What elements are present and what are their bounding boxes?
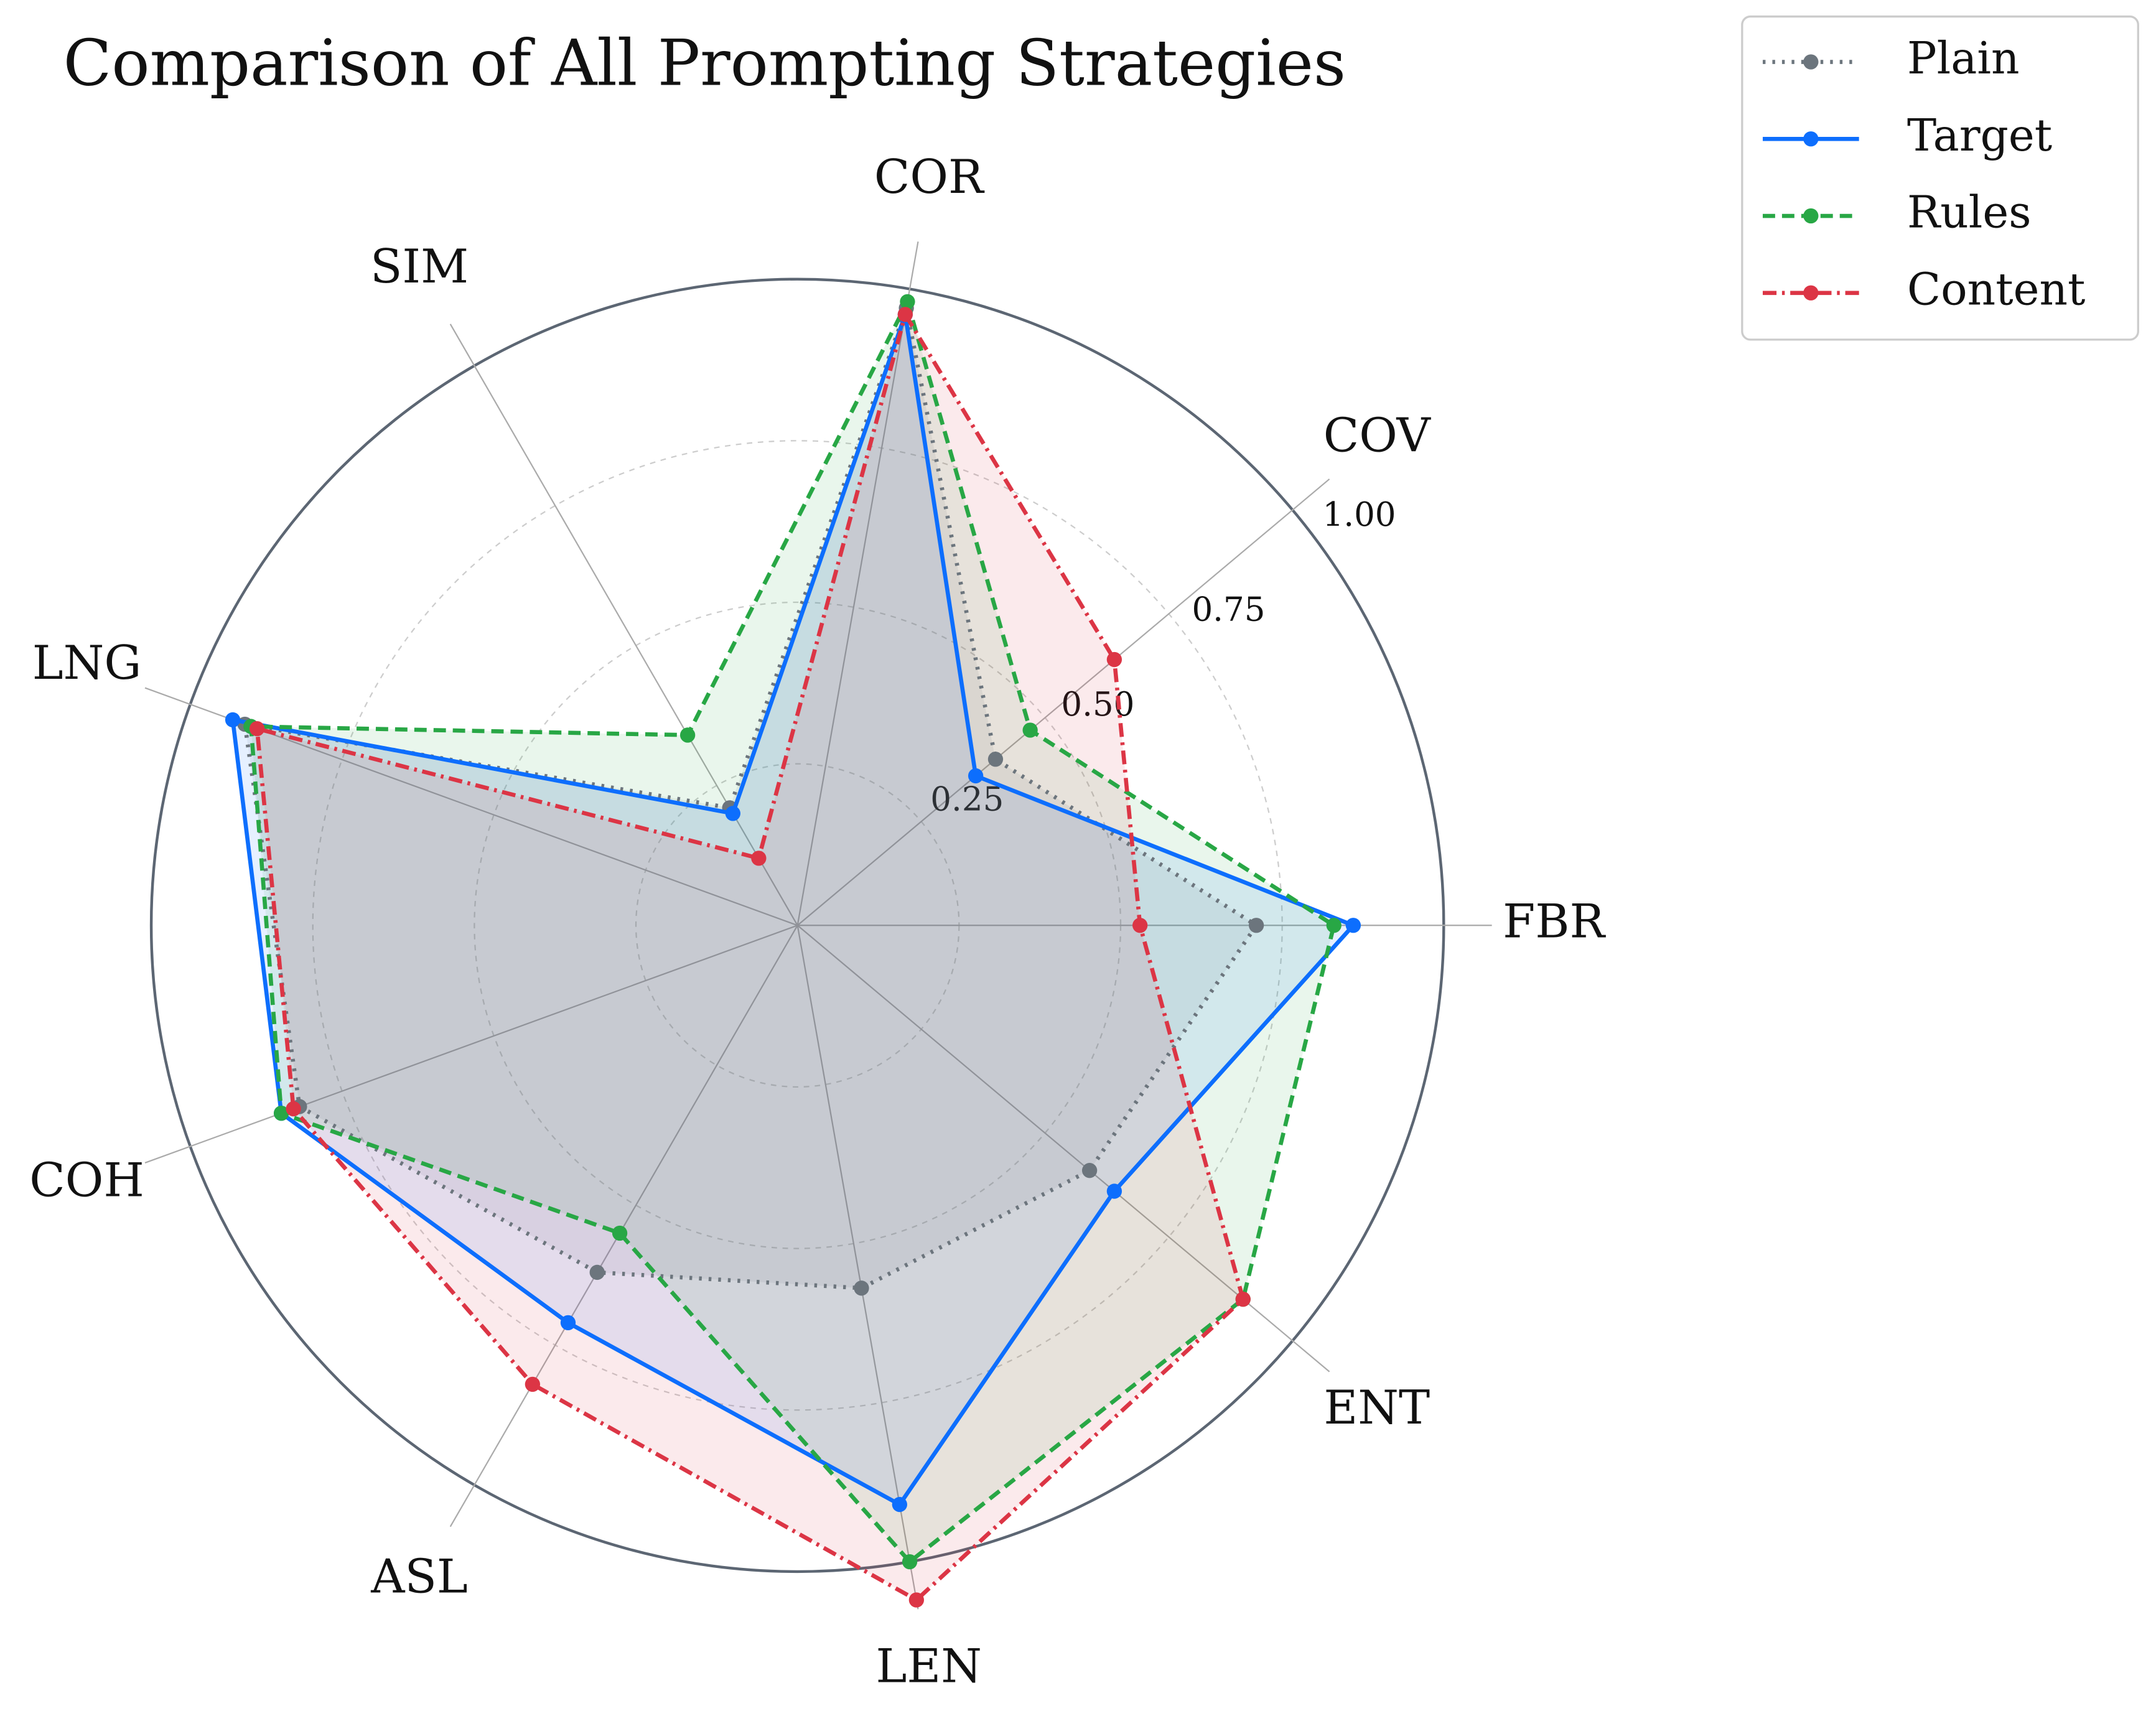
point [892, 1496, 907, 1513]
point [1345, 918, 1361, 933]
series-fill [257, 314, 1243, 1600]
legend-marker [1803, 54, 1819, 70]
point [249, 720, 265, 737]
point [225, 712, 241, 728]
series-line [230, 314, 1357, 1508]
legend-label: Target [1907, 110, 2052, 161]
category-label: COH [29, 1152, 144, 1207]
point [612, 1225, 628, 1241]
point [902, 1554, 918, 1570]
point [1106, 1183, 1122, 1199]
category-label: ASL [370, 1549, 468, 1603]
point [1248, 918, 1264, 933]
category-label: LEN [876, 1639, 982, 1694]
point [1235, 1291, 1251, 1307]
point [725, 806, 740, 821]
point [679, 727, 696, 743]
point [1132, 918, 1148, 933]
point [286, 1101, 301, 1117]
series-fill [251, 301, 1334, 1562]
point [968, 768, 984, 784]
series-line [248, 296, 1337, 1565]
spoke [796, 478, 1330, 926]
r-tick-label: 0.25 [930, 780, 1004, 819]
chart-title: Comparison of All Prompting Strategies [63, 27, 1346, 100]
legend-box [1741, 15, 2139, 341]
point [854, 1280, 869, 1296]
point [589, 1264, 605, 1280]
r-tick-label: 0.75 [1192, 590, 1265, 628]
point [1326, 918, 1342, 933]
point [1081, 1163, 1098, 1178]
spoke [449, 925, 798, 1527]
spoke [796, 241, 919, 926]
spoke [144, 925, 798, 1164]
legend-marker [1803, 131, 1819, 147]
legend-marker [1803, 208, 1819, 224]
category-label: ENT [1323, 1380, 1430, 1435]
point [751, 851, 767, 866]
point [908, 1592, 925, 1608]
category-label: COR [874, 149, 985, 204]
point [525, 1376, 541, 1392]
series-line [254, 309, 1246, 1603]
point [1106, 651, 1122, 668]
r-tick-label: 0.50 [1061, 685, 1134, 724]
legend-label: Rules [1907, 187, 2032, 238]
spoke [449, 324, 798, 926]
category-label: COV [1323, 408, 1432, 462]
point [273, 1106, 289, 1121]
series-fill [245, 308, 1257, 1289]
spoke [796, 925, 919, 1610]
legend-label: Plain [1907, 32, 2019, 84]
point [897, 307, 913, 322]
legend-marker [1803, 285, 1819, 301]
r-tick-label: 1.00 [1323, 495, 1396, 534]
point [560, 1315, 576, 1331]
category-label: FBR [1503, 894, 1606, 949]
series-fill [233, 314, 1353, 1505]
series-line [242, 300, 1259, 1290]
point [987, 752, 1004, 767]
point [1022, 722, 1038, 738]
legend-label: Content [1907, 263, 2085, 315]
category-label: SIM [370, 239, 469, 294]
point [900, 294, 915, 310]
category-label: LNG [32, 635, 142, 690]
